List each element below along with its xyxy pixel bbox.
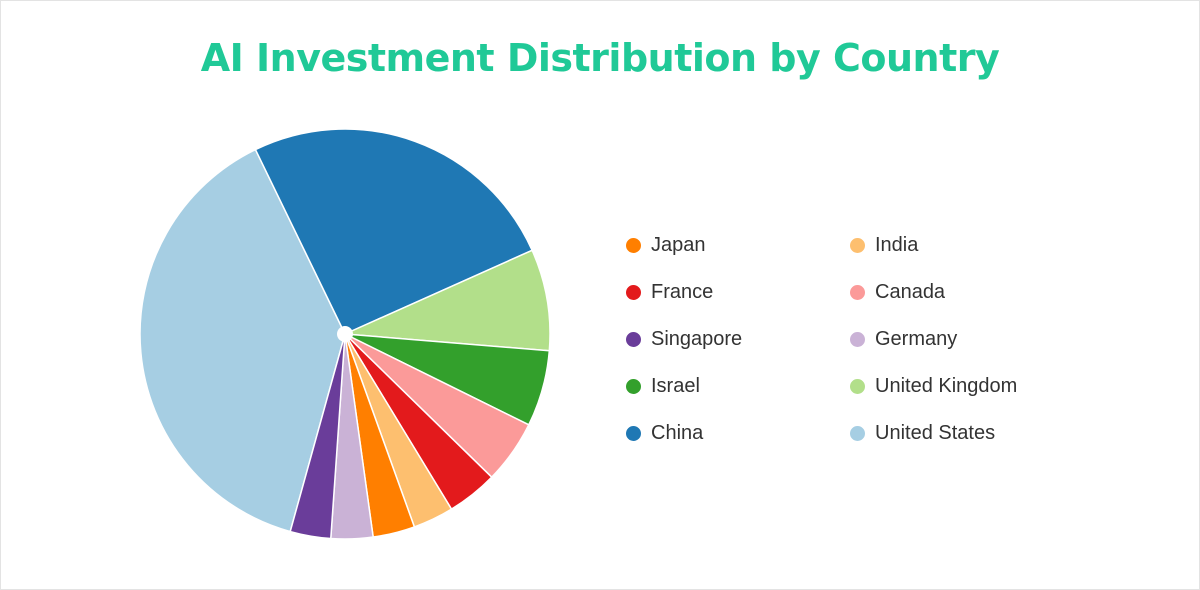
legend-swatch (850, 425, 865, 441)
pie-slice-united-kingdom[interactable] (344, 249, 551, 352)
chart-title: AI Investment Distribution by Country (200, 36, 1000, 80)
pie-slice-singapore[interactable] (289, 333, 346, 540)
legend-swatch (850, 237, 865, 253)
legend-swatch (626, 284, 641, 300)
legend-label: United Kingdom (875, 374, 1018, 397)
legend-item-united-kingdom[interactable]: United Kingdom (850, 369, 1050, 403)
legend-label: Israel (651, 374, 700, 397)
legend-item-united-states[interactable]: United States (850, 416, 1050, 450)
legend-swatch (626, 237, 641, 253)
legend-label: Singapore (651, 327, 743, 350)
legend-item-france[interactable]: France (626, 275, 850, 309)
legend-label: Japan (651, 233, 706, 256)
legend-label: Canada (875, 280, 946, 303)
legend-item-canada[interactable]: Canada (850, 275, 1050, 309)
legend-swatch (626, 331, 641, 347)
pie-center-hole (337, 326, 353, 342)
legend-label: United States (875, 421, 996, 444)
legend-item-japan[interactable]: Japan (626, 228, 850, 262)
legend-item-israel[interactable]: Israel (626, 369, 850, 403)
legend-swatch (626, 425, 641, 441)
legend-swatch (850, 331, 865, 347)
legend-item-germany[interactable]: Germany (850, 322, 1050, 356)
legend-swatch (850, 378, 865, 394)
legend-label: Germany (875, 327, 958, 350)
chart-legend: Japan India France Canada Singapore Germany Is… (626, 228, 1050, 463)
legend-label: France (651, 280, 714, 303)
legend-item-china[interactable]: China (626, 416, 850, 450)
pie-slice-china[interactable] (254, 128, 533, 335)
legend-label: China (651, 421, 704, 444)
legend-swatch (850, 284, 865, 300)
pie-slice-united-states[interactable] (139, 148, 346, 533)
legend-swatch (626, 378, 641, 394)
legend-item-india[interactable]: India (850, 228, 1050, 262)
legend-item-singapore[interactable]: Singapore (626, 322, 850, 356)
legend-label: India (875, 233, 919, 256)
